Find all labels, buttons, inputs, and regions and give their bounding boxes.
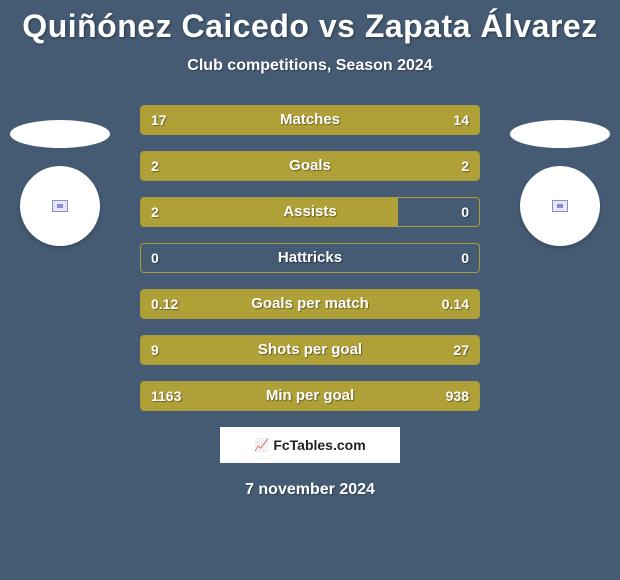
stat-row: Matches1714 <box>140 105 480 135</box>
bar-left <box>141 152 310 180</box>
stat-label: Hattricks <box>141 244 479 272</box>
stat-row: Hattricks0 0 <box>140 243 480 273</box>
stat-value-left: 0 <box>151 244 159 272</box>
subtitle: Club competitions, Season 2024 <box>0 57 620 75</box>
bar-right <box>327 106 479 134</box>
chart-icon: 📈 <box>254 438 269 452</box>
flag-right-icon <box>510 120 610 148</box>
stats-list: Matches1714Goals22Assists20Hattricks00Go… <box>140 105 480 411</box>
stat-value-right: 0 <box>461 244 469 272</box>
bar-left <box>141 290 296 318</box>
bar-right <box>226 336 480 364</box>
bar-right <box>310 152 479 180</box>
bar-right <box>296 290 479 318</box>
player-left-profile <box>10 120 110 246</box>
stat-row: Assists20 <box>140 197 480 227</box>
placeholder-icon <box>52 200 68 212</box>
stat-value-right: 0 <box>461 198 469 226</box>
bar-right <box>327 382 479 410</box>
stat-row: Goals22 <box>140 151 480 181</box>
bar-left <box>141 198 398 226</box>
stat-row: Goals per match0.120.14 <box>140 289 480 319</box>
club-left-badge <box>20 166 100 246</box>
comparison-card: Quiñónez Caicedo vs Zapata Álvarez Club … <box>0 0 620 580</box>
bar-left <box>141 106 327 134</box>
stat-row: Shots per goal927 <box>140 335 480 365</box>
club-right-badge <box>520 166 600 246</box>
date-label: 7 november 2024 <box>0 481 620 499</box>
brand-text: FcTables.com <box>273 437 365 453</box>
stat-row: Min per goal1163938 <box>140 381 480 411</box>
brand-badge: 📈 FcTables.com <box>220 427 400 463</box>
player-right-profile <box>510 120 610 246</box>
placeholder-icon <box>552 200 568 212</box>
flag-left-icon <box>10 120 110 148</box>
bar-left <box>141 382 327 410</box>
page-title: Quiñónez Caicedo vs Zapata Álvarez <box>0 8 620 45</box>
bar-left <box>141 336 226 364</box>
